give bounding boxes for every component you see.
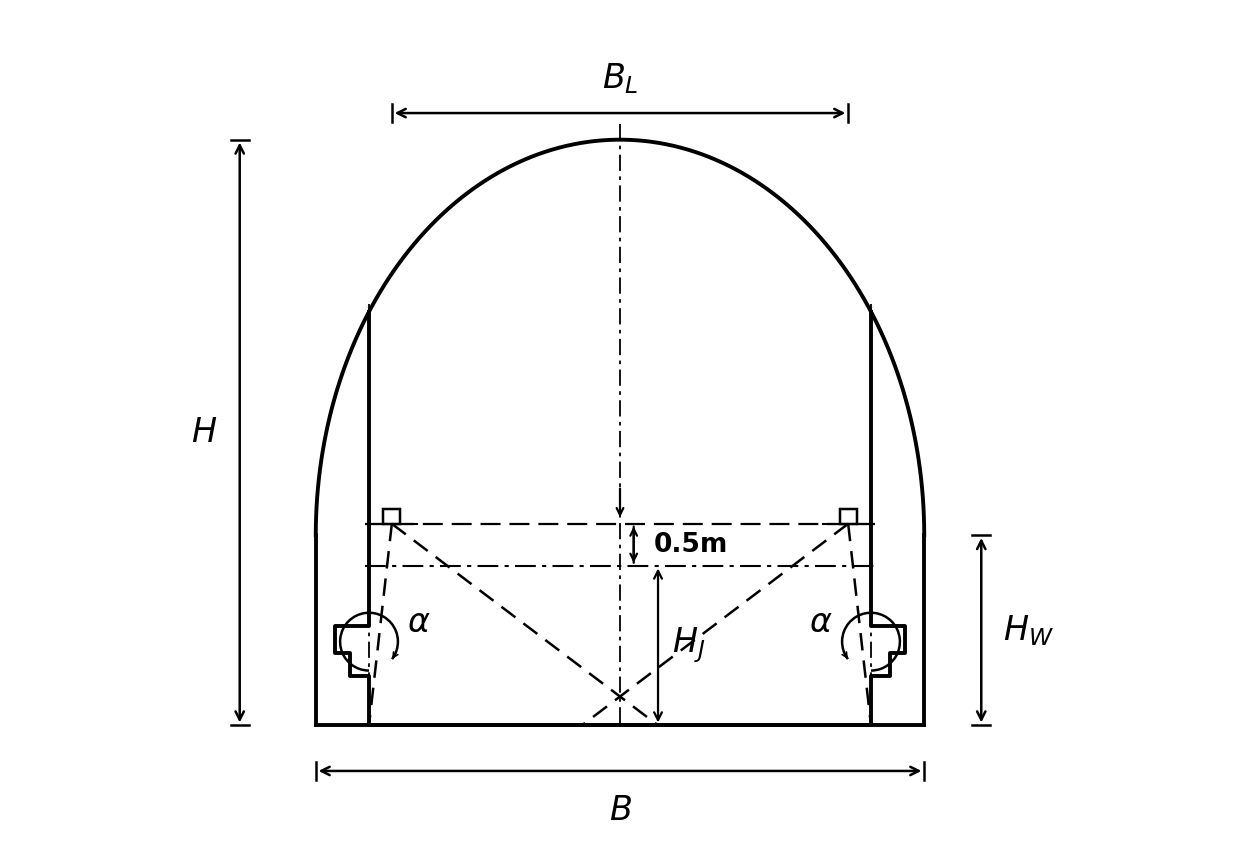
Bar (839, 509, 857, 524)
Text: $H_J$: $H_J$ (672, 625, 706, 665)
Text: $H$: $H$ (191, 416, 217, 449)
Text: $B$: $B$ (609, 794, 631, 827)
Text: $H_W$: $H_W$ (1003, 613, 1054, 648)
Text: $\alpha$: $\alpha$ (407, 606, 430, 639)
Text: $B_L$: $B_L$ (601, 61, 639, 96)
Text: 0.5m: 0.5m (655, 532, 729, 558)
Text: $\alpha$: $\alpha$ (810, 606, 833, 639)
Bar (383, 509, 401, 524)
